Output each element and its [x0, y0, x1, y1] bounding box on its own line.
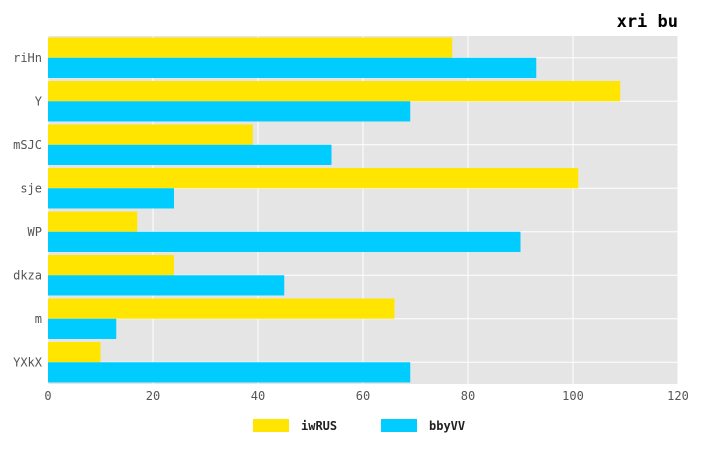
bar-iwRUS-sje — [48, 168, 579, 189]
y-tick-label: dkza — [13, 268, 42, 282]
y-tick-label: YXkX — [13, 355, 43, 369]
bar-bbyVV-mSJC — [48, 144, 332, 165]
y-tick-label: WP — [28, 225, 42, 239]
bar-bbyVV-WP — [48, 231, 521, 252]
legend-swatch-bbyVV — [381, 419, 417, 432]
x-tick-label: 40 — [251, 389, 265, 403]
bar-iwRUS-m — [48, 298, 395, 319]
bar-iwRUS-mSJC — [48, 124, 253, 145]
chart-title: xri bu — [617, 12, 678, 32]
bar-iwRUS-YXkX — [48, 342, 101, 363]
x-tick-labels: 0 20 40 60 80 100 120 — [44, 389, 688, 403]
bar-bbyVV-sje — [48, 188, 174, 209]
bar-iwRUS-riHn — [48, 37, 453, 58]
legend-label: bbyVV — [429, 419, 465, 433]
x-tick-label: 0 — [44, 389, 51, 403]
x-tick-label: 100 — [562, 389, 584, 403]
y-tick-label: m — [35, 312, 42, 326]
x-tick-label: 20 — [146, 389, 160, 403]
legend: iwRUS bbyVV — [253, 419, 465, 433]
bar-bbyVV-YXkX — [48, 362, 411, 383]
bar-iwRUS-dkza — [48, 255, 174, 276]
bar-bbyVV-riHn — [48, 57, 537, 78]
x-tick-label: 60 — [356, 389, 370, 403]
legend-label: iwRUS — [301, 419, 337, 433]
bar-iwRUS-WP — [48, 211, 138, 232]
y-tick-label: Y — [35, 94, 43, 108]
bar-bbyVV-dkza — [48, 275, 285, 296]
y-tick-label: riHn — [13, 51, 42, 65]
bars — [48, 37, 621, 383]
x-tick-label: 120 — [667, 389, 689, 403]
y-tick-label: sje — [20, 181, 42, 195]
bar-bbyVV-Y — [48, 101, 411, 122]
x-tick-label: 80 — [461, 389, 475, 403]
bar-bbyVV-m — [48, 318, 117, 339]
y-tick-label: mSJC — [13, 138, 42, 152]
legend-swatch-iwRUS — [253, 419, 289, 432]
bar-iwRUS-Y — [48, 81, 621, 102]
